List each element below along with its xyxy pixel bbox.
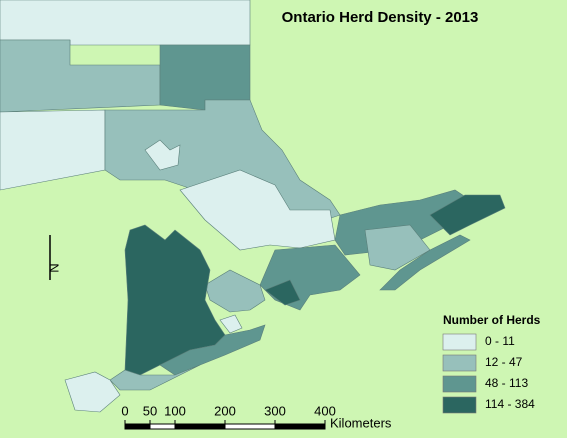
scale-unit: Kilometers <box>330 415 392 430</box>
scale-tick-label: 300 <box>264 403 286 418</box>
legend-label: 0 - 11 <box>485 334 515 348</box>
scale-bar: 0 50 100 200 300 400 <box>121 403 336 430</box>
region <box>264 279 301 306</box>
scale-segment <box>274 423 326 430</box>
legend: 0 - 11 12 - 47 48 - 113 114 - 384 <box>442 333 535 414</box>
region <box>364 224 431 271</box>
scale-tick-label: 200 <box>214 403 236 418</box>
legend-title: Number of Herds <box>443 313 541 327</box>
scale-segment <box>174 423 226 430</box>
legend-swatch <box>442 354 477 372</box>
north-arrow: N <box>46 235 61 280</box>
region <box>429 194 506 236</box>
scale-tick-label: 100 <box>164 403 186 418</box>
region <box>109 364 201 391</box>
region <box>144 139 181 171</box>
map-title: Ontario Herd Density - 2013 <box>282 9 479 26</box>
scale-tick-label: 50 <box>143 403 157 418</box>
scale-segment <box>224 423 276 430</box>
legend-label: 12 - 47 <box>485 355 523 369</box>
regions <box>0 0 506 413</box>
scale-segment <box>124 423 151 430</box>
legend-label: 48 - 113 <box>485 376 528 390</box>
region <box>64 371 121 413</box>
region <box>219 314 243 334</box>
legend-swatch <box>442 396 477 414</box>
region <box>0 0 251 46</box>
legend-swatch <box>442 375 477 393</box>
region <box>379 234 471 291</box>
legend-swatch <box>442 333 477 351</box>
north-label: N <box>46 263 61 272</box>
scale-tick-label: 400 <box>314 403 336 418</box>
scale-tick-label: 0 <box>121 403 128 418</box>
scale-segment <box>149 423 176 430</box>
region <box>204 269 266 313</box>
legend-label: 114 - 384 <box>485 397 535 411</box>
region <box>159 324 266 376</box>
